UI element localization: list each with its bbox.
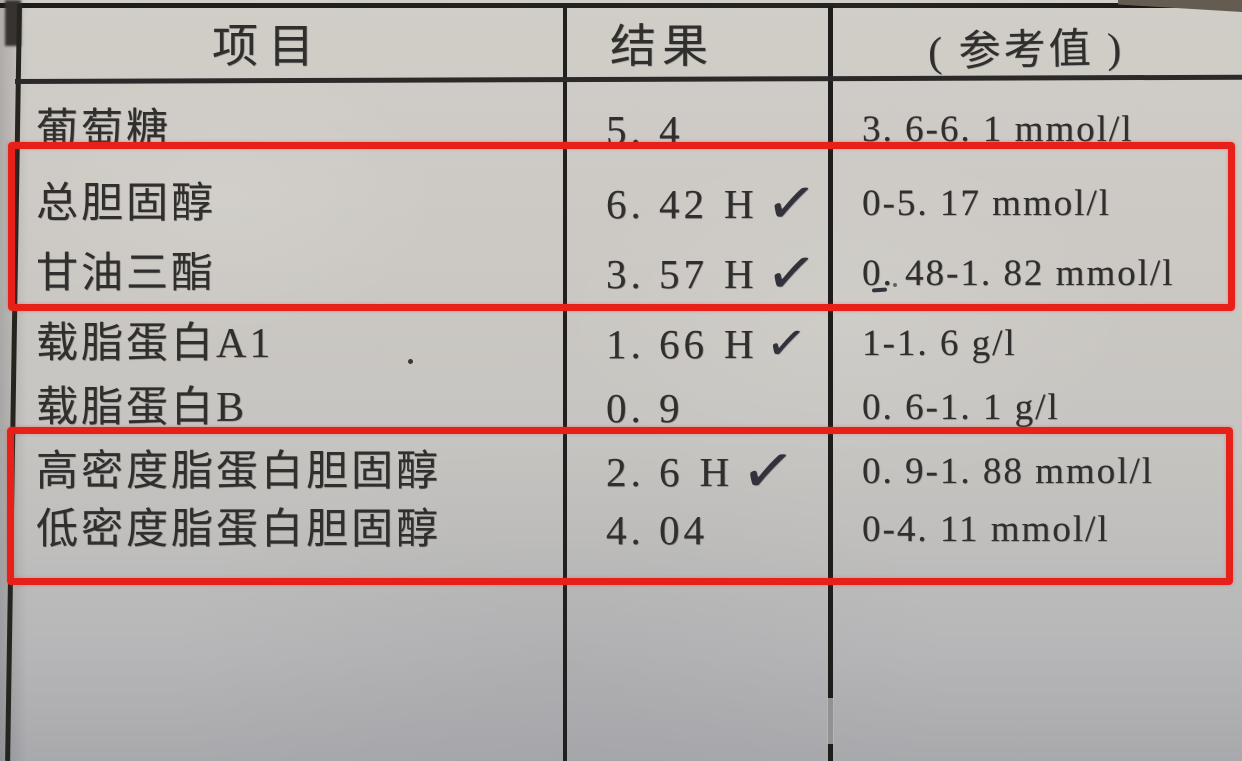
high-flag: H [724, 251, 754, 297]
row-reference-range: 0. 6-1. 1 g/l [862, 387, 1060, 428]
row-item-label: 载脂蛋白B [36, 385, 248, 431]
row-item-label: 总胆固醇 [36, 181, 217, 227]
row-reference-range: 0. 48-1. 82 mmol/l [862, 253, 1175, 294]
table-row: 总胆固醇 6. 42 H ✓ 0-5. 17 mmol/l [0, 166, 1242, 242]
ink-speck [893, 283, 897, 287]
highlight-box-cholesterol-triglycerides [8, 142, 1235, 311]
table-row: 低密度脂蛋白胆固醇 4. 04 0-4. 11 mmol/l [0, 502, 1242, 560]
row-result: 4. 04 [606, 502, 708, 558]
result-value: 1. 66 [606, 321, 708, 367]
row-item-label: 载脂蛋白A1 [36, 321, 274, 367]
row-item-label: 低密度脂蛋白胆固醇 [36, 507, 442, 553]
row-result: 3. 57 H ✓ [606, 236, 824, 312]
row-item-label: 高密度脂蛋白胆固醇 [36, 449, 442, 495]
column-header-result: 结果 [610, 21, 714, 72]
table-row: 载脂蛋白A1 1. 66 H ✓ 1-1. 6 g/l [0, 313, 1242, 375]
row-result: 6. 42 H ✓ [606, 166, 824, 242]
row-reference-range: 0-4. 11 mmol/l [862, 509, 1110, 550]
table-row: 高密度脂蛋白胆固醇 2. 6 H ✓ 0. 9-1. 88 mmol/l [0, 432, 1242, 512]
high-flag: H [699, 449, 730, 495]
row-result: 0. 9 [606, 380, 684, 436]
highlight-box-hdl-ldl [7, 427, 1233, 585]
high-flag: H [724, 321, 754, 367]
result-value: 4. 04 [606, 507, 708, 553]
row-reference-range: 0-5. 17 mmol/l [862, 183, 1111, 224]
result-value: 0. 9 [606, 385, 684, 431]
row-reference-range: 1-1. 6 g/l [862, 323, 1017, 364]
high-flag: H [724, 181, 754, 227]
column-separator-line-1 [563, 6, 567, 761]
row-reference-range: 0. 9-1. 88 mmol/l [862, 451, 1154, 492]
table-row: 甘油三酯 3. 57 H ✓ 0. 48-1. 82 mmol/l [0, 236, 1242, 312]
table-row: 载脂蛋白B 0. 9 0. 6-1. 1 g/l [0, 380, 1242, 438]
table-top-border-line [0, 3, 1242, 8]
row-result: 2. 6 H ✓ [606, 432, 803, 512]
line-fade-patch [827, 698, 834, 744]
row-result: 1. 66 H ✓ [606, 313, 814, 375]
result-value: 6. 42 [606, 181, 708, 227]
result-value: 3. 57 [606, 251, 708, 297]
column-header-item: 项目 [212, 21, 324, 72]
handwritten-checkmark: ✓ [762, 313, 814, 375]
column-header-reference: ( 参考值 ) [927, 25, 1125, 77]
row-item-label: 甘油三酯 [36, 251, 217, 297]
result-value: 2. 6 [606, 449, 684, 495]
ink-speck [408, 359, 413, 364]
column-separator-line-2 [828, 6, 833, 761]
